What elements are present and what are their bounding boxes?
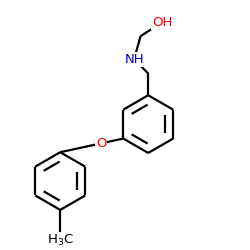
Text: O: O [96, 137, 106, 150]
Text: H$_3$C: H$_3$C [47, 233, 74, 248]
Text: OH: OH [152, 16, 172, 28]
Text: NH: NH [124, 53, 144, 66]
